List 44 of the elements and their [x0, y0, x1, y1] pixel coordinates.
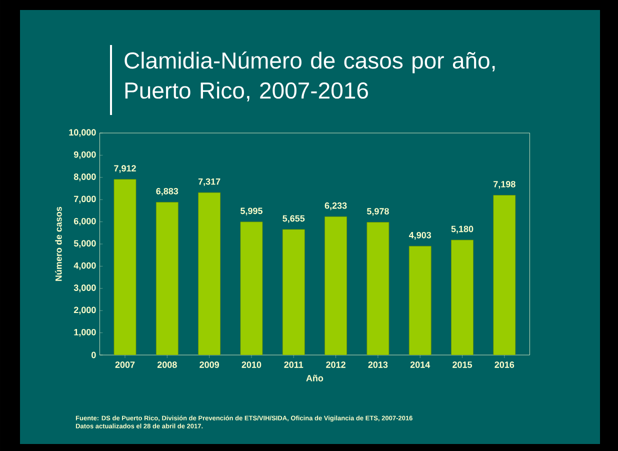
y-tick-label: 9,000: [74, 151, 96, 160]
y-tick-label: 3,000: [74, 284, 96, 292]
x-axis-title: Año: [306, 374, 324, 382]
bar: [451, 240, 474, 355]
bar: [493, 195, 516, 355]
data-label: 7,198: [494, 180, 516, 189]
x-tick-label: 2011: [284, 362, 304, 368]
bar: [114, 179, 136, 355]
data-label: 7,317: [198, 178, 220, 186]
bar: [198, 192, 221, 355]
x-tick-label: 2012: [326, 362, 346, 368]
bar: [156, 202, 178, 355]
x-tick-label: 2016: [494, 362, 514, 368]
data-label: 7,912: [114, 165, 136, 173]
x-tick-label: 2013: [368, 362, 388, 368]
x-tick-label: 2010: [242, 362, 262, 368]
y-tick-label: 0: [92, 352, 96, 358]
y-tick-label: 10,000: [69, 129, 96, 137]
y-tick-label: 6,000: [74, 218, 96, 226]
data-label: 6,883: [156, 188, 178, 196]
data-label: 5,995: [240, 208, 262, 216]
bar: [366, 222, 390, 355]
y-tick-label: 5,000: [74, 240, 96, 248]
y-tick-label: 2,000: [74, 306, 96, 314]
chart-title: Clamidia-Número de casos por año, Puerto Rico, 2007-2016: [124, 52, 495, 102]
y-tick-label: 4,000: [74, 262, 96, 270]
bar: [282, 229, 305, 355]
y-tick-label: 7,000: [74, 196, 96, 204]
x-tick-label: 2007: [115, 362, 135, 368]
y-axis-title: Número de casos: [55, 206, 62, 281]
x-tick-label: 2014: [410, 362, 430, 368]
data-label: 6,233: [324, 202, 347, 210]
data-label: 5,655: [282, 215, 305, 223]
data-label: 5,180: [451, 226, 474, 234]
bar: [324, 216, 347, 355]
y-tick-label: 1,000: [74, 328, 96, 337]
x-tick-label: 2008: [157, 362, 177, 368]
data-label: 5,978: [366, 208, 389, 216]
x-tick-label: 2009: [200, 362, 219, 368]
x-tick-label: 2015: [452, 362, 472, 368]
data-label: 4,903: [408, 232, 432, 240]
bar: [408, 246, 432, 355]
y-tick-label: 8,000: [74, 174, 96, 182]
bar: [240, 222, 263, 355]
